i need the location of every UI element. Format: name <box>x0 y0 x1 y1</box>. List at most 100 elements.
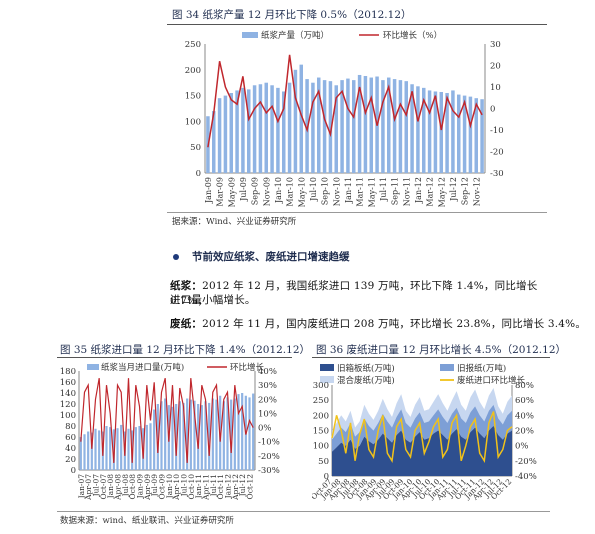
x-tick-label: Jan-12 <box>224 474 233 500</box>
y-left-tick: 150 <box>185 92 201 102</box>
bar <box>186 398 189 470</box>
bar <box>451 90 455 173</box>
x-tick-label: Jan-10 <box>274 177 283 204</box>
bar <box>211 398 214 470</box>
y-right-tick: -10% <box>258 438 280 448</box>
bar <box>264 82 268 173</box>
figure-36-top-rule <box>312 357 550 358</box>
y-left-tick: 100 <box>313 442 329 452</box>
bar <box>138 426 141 470</box>
x-tick-label: Mar-12 <box>426 177 435 207</box>
bar <box>127 428 130 470</box>
figure-34-chart: 纸浆产量（万吨） 环比增长（%） 0 50 100 150 200 250 -30 -20 -10 0… <box>185 30 504 207</box>
legend-label-line: 环比增长 <box>230 362 265 373</box>
bar <box>109 427 112 470</box>
figure-34-bottom-rule <box>167 212 547 213</box>
x-tick-label: Jul-12 <box>449 177 458 202</box>
bar <box>480 99 484 173</box>
x-tick-label: Nov-10 <box>332 177 341 206</box>
bar <box>439 91 443 173</box>
x-tick-label: Nov-12 <box>472 177 481 206</box>
bar <box>363 75 368 173</box>
section-bullet <box>173 254 179 260</box>
paragraph-wastepaper-label: 废纸： <box>170 318 203 330</box>
bar <box>369 77 373 173</box>
y-left-tick: 160 <box>60 378 76 388</box>
bar <box>276 87 280 173</box>
bar <box>410 84 414 173</box>
bottom-source: 数据来源：wind、纸业联讯、兴业证券研究所 <box>60 516 234 526</box>
figure-34-source: 据来源：Wind、兴业证券研究所 <box>172 217 297 227</box>
bar <box>79 437 82 470</box>
bar <box>346 78 350 173</box>
y-right-tick: -20 <box>490 148 504 158</box>
bar <box>229 93 233 173</box>
bar <box>328 81 333 173</box>
x-tick-label: Apr-12 <box>231 474 240 501</box>
y-right-tick: -10 <box>490 126 504 136</box>
bottom-rule <box>57 511 550 512</box>
bar <box>270 85 274 173</box>
y-right-tick: 10 <box>490 83 501 93</box>
bar <box>287 82 292 173</box>
bar <box>457 94 461 173</box>
x-tick-label: Jan-09 <box>136 474 145 500</box>
bar <box>189 399 192 470</box>
figure-35-title: 图 35 纸浆进口量 12 月环比下降 1.4%（2012.12） <box>60 344 311 356</box>
bar <box>433 91 438 173</box>
y-left-tick: 100 <box>60 411 76 421</box>
bar <box>200 405 203 470</box>
bar <box>120 424 123 470</box>
y-right-tick: -20% <box>258 452 280 462</box>
x-tick-label: Oct-09 <box>158 474 167 500</box>
x-tick-label: Sep-10 <box>321 177 330 205</box>
paragraph-pulp-label: 纸浆： <box>170 280 203 292</box>
bar <box>134 427 137 470</box>
y-left-tick: 180 <box>60 367 76 377</box>
figure-36-chart: 旧箱板纸(万吨) 旧报纸(万吨) 混合废纸(万吨) 废纸进口环比增长 0 50 100 150… <box>312 363 537 502</box>
legend-label-mixed: 混合废纸(万吨) <box>337 375 395 386</box>
bar <box>212 111 216 173</box>
legend-swatch-mixed <box>320 376 334 383</box>
legend-label-growth: 废纸进口环比增长 <box>457 375 526 386</box>
x-tick-label: Jul-11 <box>209 474 218 497</box>
y-right-tick: -30 <box>490 169 504 179</box>
x-tick-label: Oct-12 <box>246 474 255 500</box>
bar <box>90 432 93 470</box>
y-right-tick: 20 <box>490 62 501 72</box>
bar <box>381 80 385 173</box>
y-left-tick: 0 <box>196 169 201 179</box>
x-tick-label: Jul-10 <box>180 474 189 498</box>
y-left-tick: 120 <box>60 400 76 410</box>
bar <box>462 95 467 173</box>
x-tick-label: May-11 <box>367 177 376 207</box>
bar <box>226 397 229 470</box>
x-tick-label: Jul-09 <box>150 474 159 498</box>
bar <box>230 399 233 470</box>
figure-34-top-rule <box>167 24 547 25</box>
y-right-tick: 40% <box>515 411 534 421</box>
bar <box>160 401 163 470</box>
bar <box>392 79 397 173</box>
bar <box>241 393 244 470</box>
x-tick-label: Sep-11 <box>391 177 400 205</box>
bar <box>299 64 303 173</box>
x-tick-label: Jan-08 <box>106 474 115 500</box>
bar <box>317 77 321 173</box>
bar <box>94 428 97 470</box>
bar <box>398 80 403 173</box>
bar <box>178 401 181 470</box>
growth-line <box>207 54 483 148</box>
x-tick-label: Jul-10 <box>309 177 318 202</box>
x-tick-label: Nov-11 <box>402 177 411 206</box>
bar <box>252 393 255 470</box>
bar <box>153 409 156 470</box>
x-tick-label: Oct-08 <box>128 474 137 500</box>
bar <box>445 93 449 173</box>
legend-label-oldcardboard: 旧箱板纸(万吨) <box>337 363 395 374</box>
bar <box>217 98 222 173</box>
bar <box>258 84 263 173</box>
bar <box>305 79 309 173</box>
bar <box>293 69 298 173</box>
x-tick-label: Apr-07 <box>84 474 93 501</box>
